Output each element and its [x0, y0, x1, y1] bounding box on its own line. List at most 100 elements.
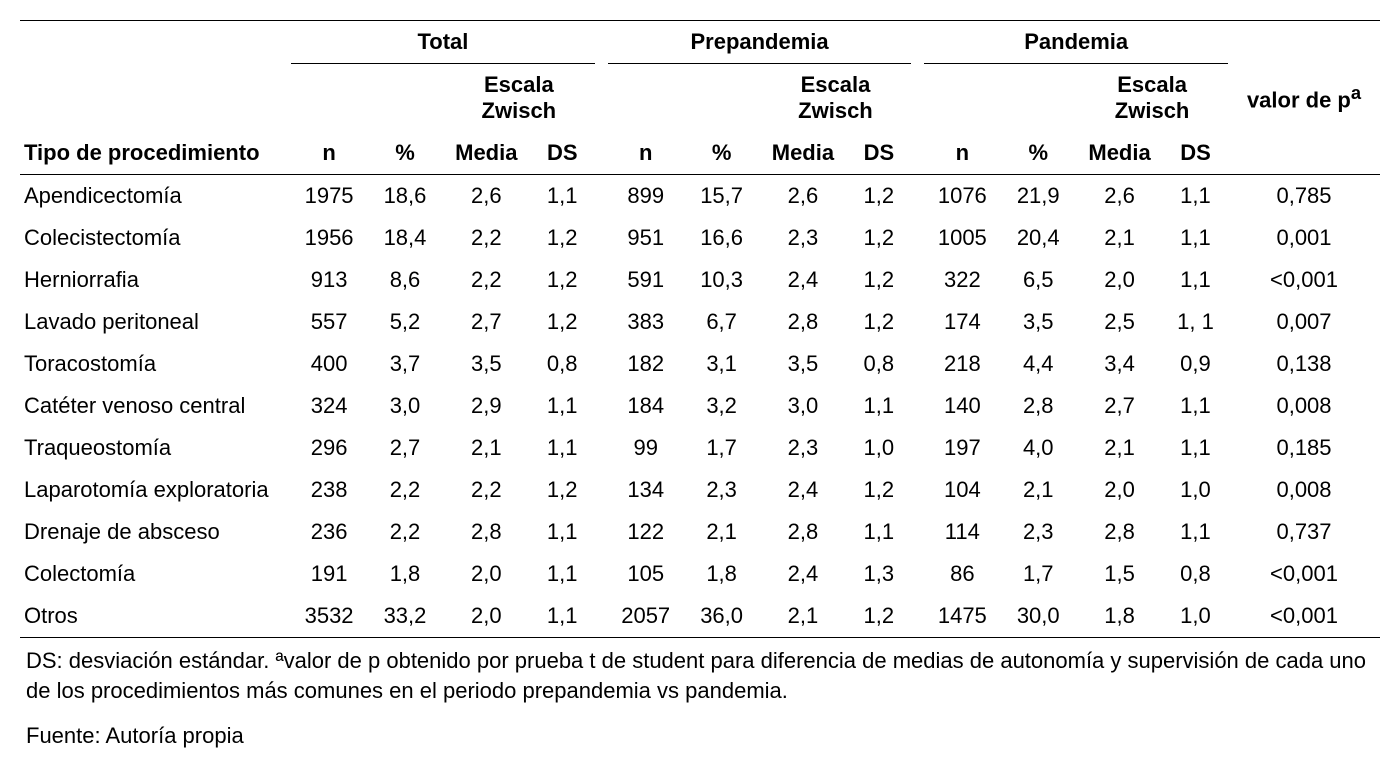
cell-value: 1,2	[846, 301, 911, 343]
table-row: Toracostomía4003,73,50,81823,13,50,82184…	[20, 343, 1380, 385]
col-header-pvalue: valor de pa	[1228, 21, 1380, 175]
col-pct: %	[367, 132, 443, 175]
cell-label: Lavado peritoneal	[20, 301, 291, 343]
col-ds: DS	[1163, 132, 1228, 175]
cell-value: 2,3	[760, 217, 847, 259]
cell-value: 18,6	[367, 175, 443, 218]
cell-value	[595, 385, 608, 427]
cell-label: Apendicectomía	[20, 175, 291, 218]
table-footnote: DS: desviación estándar. ªvalor de p obt…	[20, 638, 1380, 714]
cell-value: 0,737	[1228, 511, 1380, 553]
cell-value: 1,1	[530, 553, 595, 595]
cell-value: 1,2	[530, 469, 595, 511]
cell-value: 0,785	[1228, 175, 1380, 218]
cell-value	[911, 595, 924, 638]
cell-value: 2,6	[443, 175, 530, 218]
cell-value: 0,138	[1228, 343, 1380, 385]
cell-value: 8,6	[367, 259, 443, 301]
cell-value: 4,4	[1000, 343, 1076, 385]
cell-value	[911, 553, 924, 595]
cell-value: 1,1	[530, 595, 595, 638]
cell-value: 591	[608, 259, 684, 301]
cell-value: 86	[924, 553, 1000, 595]
cell-value: 2,7	[367, 427, 443, 469]
cell-value: 2,8	[1000, 385, 1076, 427]
cell-value	[595, 469, 608, 511]
cell-value: 2,0	[1076, 469, 1163, 511]
cell-value: 2,1	[760, 595, 847, 638]
cell-value: 3,2	[684, 385, 760, 427]
cell-value: 3,0	[367, 385, 443, 427]
cell-value: 0,8	[1163, 553, 1228, 595]
table-row: Colectomía1911,82,01,11051,82,41,3861,71…	[20, 553, 1380, 595]
cell-value: 1,8	[367, 553, 443, 595]
cell-value: 0,8	[846, 343, 911, 385]
cell-value: 134	[608, 469, 684, 511]
cell-value: 184	[608, 385, 684, 427]
cell-value: 3,5	[1000, 301, 1076, 343]
table-container: Tipo de procedimiento Total Prepandemia …	[20, 20, 1380, 757]
cell-value: 1475	[924, 595, 1000, 638]
cell-value	[911, 427, 924, 469]
cell-value: 2,3	[1000, 511, 1076, 553]
col-n: n	[291, 132, 367, 175]
cell-value: 2,6	[1076, 175, 1163, 218]
cell-value	[595, 301, 608, 343]
cell-value: 10,3	[684, 259, 760, 301]
cell-value	[595, 553, 608, 595]
cell-value	[595, 217, 608, 259]
cell-value	[911, 301, 924, 343]
table-source: Fuente: Autoría propia	[20, 713, 1380, 757]
cell-value: 557	[291, 301, 367, 343]
cell-value: 1,2	[846, 175, 911, 218]
cell-value: 296	[291, 427, 367, 469]
cell-value	[595, 595, 608, 638]
cell-value: 2,2	[443, 469, 530, 511]
cell-value: 2,4	[760, 553, 847, 595]
cell-value	[911, 343, 924, 385]
col-ds: DS	[530, 132, 595, 175]
cell-value	[595, 175, 608, 218]
cell-value: 3532	[291, 595, 367, 638]
col-media: Media	[443, 132, 530, 175]
cell-value: 2,2	[367, 469, 443, 511]
col-media: Media	[760, 132, 847, 175]
cell-value: 105	[608, 553, 684, 595]
cell-value	[911, 469, 924, 511]
cell-value: 1,8	[1076, 595, 1163, 638]
cell-value: 1,2	[846, 469, 911, 511]
table-row: Lavado peritoneal5575,22,71,23836,72,81,…	[20, 301, 1380, 343]
cell-value: 1,5	[1076, 553, 1163, 595]
cell-value: 218	[924, 343, 1000, 385]
cell-value: 2,1	[1076, 217, 1163, 259]
cell-value: 2,4	[760, 469, 847, 511]
cell-value: 1,1	[530, 385, 595, 427]
spacer	[595, 21, 608, 175]
cell-value: 1,8	[684, 553, 760, 595]
cell-value: 2,2	[443, 259, 530, 301]
cell-value: 1,2	[846, 217, 911, 259]
cell-value: 2,0	[1076, 259, 1163, 301]
cell-value: 2,7	[443, 301, 530, 343]
cell-value: 6,7	[684, 301, 760, 343]
cell-value: 236	[291, 511, 367, 553]
cell-value: 400	[291, 343, 367, 385]
cell-value: 899	[608, 175, 684, 218]
cell-value	[911, 175, 924, 218]
cell-value: 3,1	[684, 343, 760, 385]
table-row: Traqueostomía2962,72,11,1991,72,31,01974…	[20, 427, 1380, 469]
cell-value: 3,5	[443, 343, 530, 385]
cell-value: 0,008	[1228, 385, 1380, 427]
col-pct: %	[1000, 132, 1076, 175]
cell-value: 2,8	[443, 511, 530, 553]
cell-value: 1,7	[1000, 553, 1076, 595]
cell-value: 1,1	[530, 427, 595, 469]
cell-value: 1,1	[1163, 427, 1228, 469]
cell-value: 1,3	[846, 553, 911, 595]
cell-value: 1,1	[1163, 259, 1228, 301]
cell-value: 33,2	[367, 595, 443, 638]
cell-value: <0,001	[1228, 553, 1380, 595]
cell-value: 2,9	[443, 385, 530, 427]
cell-value: 2,0	[443, 595, 530, 638]
cell-value: 1,1	[846, 385, 911, 427]
